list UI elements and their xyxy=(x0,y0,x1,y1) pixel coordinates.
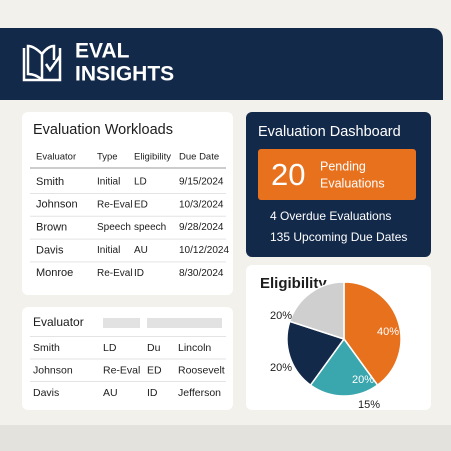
card xyxy=(22,112,233,295)
stat-line: 135 Upcoming Due Dates xyxy=(270,230,407,244)
cell: Smith xyxy=(36,176,64,188)
column-header: Type xyxy=(97,152,118,163)
placeholder xyxy=(103,318,140,328)
pending-count: 20 xyxy=(271,157,305,192)
cell: Initial xyxy=(97,177,120,188)
cell: Du xyxy=(147,342,161,354)
pie-slice xyxy=(309,337,379,397)
app-title: EVAL xyxy=(75,40,130,63)
slice-label: 20% xyxy=(270,362,292,374)
app-title: INSIGHTS xyxy=(75,63,174,86)
cell: speech xyxy=(134,222,166,233)
cell: Johnson xyxy=(33,364,73,376)
cell: ID xyxy=(147,387,158,399)
cell: Speech xyxy=(97,222,131,233)
cell: Davis xyxy=(33,387,59,399)
cell: 9/28/2024 xyxy=(179,222,224,233)
pie-note: 15% xyxy=(358,399,380,411)
cell: Monroe xyxy=(36,267,73,279)
pie-chart: 40% 20% 20% 20% xyxy=(270,281,402,397)
pending-label: Evaluations xyxy=(320,176,385,190)
cell: Smith xyxy=(33,342,60,354)
workload-table: Evaluator Type Eligibility Due Date Smith Ini… xyxy=(30,152,229,279)
cell: Lincoln xyxy=(178,342,211,354)
cell: ID xyxy=(134,268,144,279)
cell: Re-Eval xyxy=(97,268,133,279)
cell: AU xyxy=(134,245,148,256)
cell: Initial xyxy=(97,245,120,256)
pie-slice xyxy=(288,281,345,341)
footer-band xyxy=(0,425,451,451)
pie-slice xyxy=(286,320,346,387)
cell: 10/12/2024 xyxy=(179,245,229,256)
column-header: Due Date xyxy=(179,152,219,163)
slice-label: 20% xyxy=(270,310,292,322)
cell: 9/15/2024 xyxy=(179,177,224,188)
card-title: Evaluation Workloads xyxy=(33,122,173,138)
logo xyxy=(22,44,62,82)
evaluator-table: Smith LD Du Lincoln Johnson Re-Eval ED Roosevel… xyxy=(30,336,226,399)
column-header: Eligibility xyxy=(134,152,171,163)
cell: Roosevelt xyxy=(178,364,225,376)
stat-line: 4 Overdue Evaluations xyxy=(270,209,391,223)
card-title: Eligibility xyxy=(260,275,327,292)
cell: 10/3/2024 xyxy=(179,199,224,210)
placeholder xyxy=(147,318,222,328)
cell: Johnson xyxy=(36,199,78,211)
card-title: Evaluator xyxy=(33,315,84,329)
cell: Brown xyxy=(36,222,67,234)
cell: AU xyxy=(103,387,118,399)
column-header: Evaluator xyxy=(36,152,76,163)
pending-label: Pending xyxy=(320,159,366,173)
cell: Jefferson xyxy=(178,387,221,399)
card-title: Evaluation Dashboard xyxy=(258,124,401,140)
cell: Re-Eval xyxy=(97,199,133,210)
cell: ED xyxy=(134,199,148,210)
slice-label: 40% xyxy=(377,326,399,338)
header-bar xyxy=(0,28,443,100)
cell: LD xyxy=(134,177,147,188)
cell: LD xyxy=(103,342,117,354)
pie-slice xyxy=(343,281,402,387)
slice-label: 20% xyxy=(352,374,374,386)
cell: ED xyxy=(147,364,162,376)
pending-box xyxy=(258,149,416,200)
cell: 8/30/2024 xyxy=(179,268,224,279)
cell: Re-Eval xyxy=(103,364,140,376)
cell: Davis xyxy=(36,244,64,256)
